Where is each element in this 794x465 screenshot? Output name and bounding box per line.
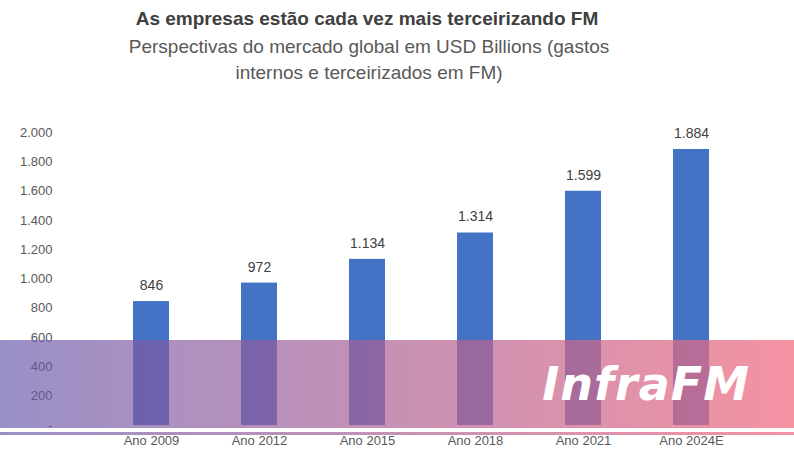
svg-text:1.000: 1.000 <box>20 271 53 286</box>
svg-text:Ano 2012: Ano 2012 <box>232 433 288 448</box>
svg-text:972: 972 <box>248 259 272 275</box>
html-text:InfraFM: InfraFM <box>542 357 750 411</box>
svg-text:846: 846 <box>140 277 164 293</box>
svg-text:1.600: 1.600 <box>20 183 53 198</box>
svg-text:1.400: 1.400 <box>20 213 53 228</box>
svg-text:Ano 2009: Ano 2009 <box>124 433 180 448</box>
svg-text:1.200: 1.200 <box>20 242 53 257</box>
svg-text:-: - <box>48 418 52 433</box>
svg-text:1.599: 1.599 <box>566 167 601 183</box>
svg-text:200: 200 <box>31 388 53 403</box>
svg-text:Ano 2018: Ano 2018 <box>448 433 504 448</box>
svg-text:Ano 2015: Ano 2015 <box>340 433 396 448</box>
svg-text:1.134: 1.134 <box>350 235 385 251</box>
svg-text:1.884: 1.884 <box>674 125 709 141</box>
svg-text:Ano 2021: Ano 2021 <box>556 433 612 448</box>
svg-text:1.800: 1.800 <box>20 154 53 169</box>
svg-text:Ano 2024E: Ano 2024E <box>659 433 724 448</box>
html-text:Perspectivas do mercado global: Perspectivas do mercado global em USD Bi… <box>128 36 610 83</box>
html-text:As empresas estão cada vez mai: As empresas estão cada vez mais terceiri… <box>135 8 599 29</box>
svg-text:600: 600 <box>31 330 53 345</box>
svg-text:800: 800 <box>31 300 53 315</box>
svg-text:400: 400 <box>31 359 53 374</box>
svg-text:2.000: 2.000 <box>20 125 53 140</box>
svg-text:1.314: 1.314 <box>458 208 493 224</box>
